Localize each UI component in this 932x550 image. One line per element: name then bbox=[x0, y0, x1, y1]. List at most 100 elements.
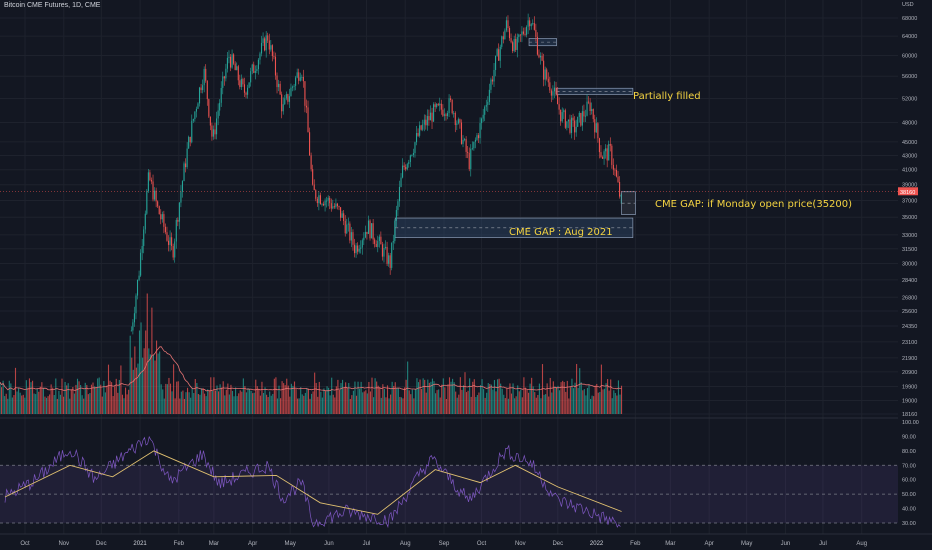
volume-bar bbox=[137, 363, 139, 414]
candle-body bbox=[423, 119, 425, 125]
volume-bar bbox=[523, 377, 525, 414]
candle-body bbox=[611, 145, 613, 165]
candle-body bbox=[381, 244, 383, 257]
volume-bar bbox=[363, 391, 365, 414]
candle-body bbox=[601, 157, 604, 159]
volume-bar bbox=[521, 397, 523, 414]
volume-bar bbox=[445, 398, 447, 414]
volume-bar bbox=[490, 384, 492, 414]
volume-bar bbox=[89, 393, 91, 414]
volume-bar bbox=[492, 389, 494, 414]
candle-body bbox=[577, 116, 579, 127]
candle-body bbox=[474, 139, 476, 142]
volume-bar bbox=[616, 395, 618, 414]
volume-bar bbox=[365, 390, 367, 414]
candle-body bbox=[405, 167, 407, 170]
volume-bar bbox=[123, 398, 125, 414]
volume-bar bbox=[315, 382, 317, 414]
candle-body bbox=[558, 104, 560, 110]
volume-bar bbox=[481, 379, 483, 414]
time-axis-tick: Mar bbox=[209, 541, 219, 547]
candle-body bbox=[513, 38, 515, 52]
candle-body bbox=[557, 94, 559, 105]
volume-bar bbox=[394, 382, 396, 414]
volume-bar bbox=[182, 390, 184, 414]
candle-body bbox=[502, 36, 504, 40]
volume-bar bbox=[408, 390, 410, 414]
candle-body bbox=[429, 112, 432, 121]
volume-bar bbox=[390, 394, 392, 414]
candle-body bbox=[524, 33, 526, 35]
volume-bar bbox=[196, 383, 198, 414]
candle-body bbox=[282, 104, 284, 112]
volume-bar bbox=[84, 382, 86, 414]
volume-bar bbox=[191, 387, 193, 414]
volume-bar bbox=[21, 395, 23, 414]
volume-bar bbox=[258, 389, 260, 414]
candle-body bbox=[347, 223, 349, 225]
candle-body bbox=[186, 148, 188, 168]
volume-bar bbox=[16, 391, 18, 414]
volume-bar bbox=[5, 393, 7, 414]
candle-body bbox=[352, 232, 354, 245]
volume-bar bbox=[171, 391, 173, 414]
volume-bar bbox=[500, 383, 502, 414]
candle-body bbox=[256, 69, 258, 71]
candle-body bbox=[172, 246, 174, 258]
volume-bar bbox=[470, 396, 472, 414]
candle-body bbox=[578, 112, 580, 117]
volume-bar bbox=[307, 388, 309, 414]
volume-bar bbox=[334, 397, 336, 414]
candle-body bbox=[234, 63, 236, 71]
rsi-axis-tick: 70.00 bbox=[902, 463, 916, 469]
candle-body bbox=[281, 94, 283, 112]
volume-bar bbox=[252, 393, 254, 414]
volume-bar bbox=[458, 394, 460, 414]
candle-body bbox=[378, 236, 380, 241]
volume-bar bbox=[169, 383, 172, 414]
candle-body bbox=[527, 20, 529, 27]
candle-body bbox=[335, 203, 337, 208]
time-axis-tick: May bbox=[741, 541, 752, 547]
volume-bar bbox=[75, 384, 77, 414]
volume-bar bbox=[140, 322, 142, 414]
candle-body bbox=[598, 138, 600, 153]
time-axis-tick: Aug bbox=[400, 541, 411, 547]
volume-bar bbox=[8, 380, 10, 414]
candle-body bbox=[488, 89, 490, 102]
volume-bar bbox=[185, 392, 187, 414]
volume-bar bbox=[76, 378, 79, 414]
volume-bar bbox=[13, 395, 15, 414]
volume-bar bbox=[514, 398, 516, 414]
candle-body bbox=[216, 118, 218, 135]
candle-body bbox=[245, 92, 247, 95]
candle-body bbox=[586, 101, 588, 116]
candle-body bbox=[343, 213, 345, 221]
candle-body bbox=[529, 20, 531, 27]
volume-bar bbox=[73, 393, 75, 414]
candle-body bbox=[143, 229, 145, 246]
candle-body bbox=[391, 242, 393, 268]
candle-body bbox=[617, 176, 619, 183]
volume-bar bbox=[351, 395, 353, 414]
volume-bar bbox=[402, 398, 404, 414]
candle-body bbox=[388, 255, 390, 264]
rsi-axis-tick: 50.00 bbox=[902, 492, 916, 498]
candle-body bbox=[567, 119, 569, 122]
volume-bar bbox=[149, 354, 151, 414]
volume-bar bbox=[419, 379, 421, 414]
volume-bar bbox=[230, 384, 232, 414]
volume-bar bbox=[512, 383, 514, 414]
volume-bar bbox=[1, 387, 3, 414]
candle-body bbox=[459, 119, 461, 123]
candle-body bbox=[510, 38, 512, 43]
candle-body bbox=[605, 148, 607, 152]
volume-bar bbox=[261, 381, 263, 414]
volume-bar bbox=[52, 387, 54, 414]
candle-body bbox=[609, 144, 611, 146]
time-axis-tick: Dec bbox=[96, 541, 107, 547]
volume-ma-line bbox=[0, 346, 622, 392]
candle-body bbox=[185, 163, 187, 168]
volume-bar bbox=[507, 398, 509, 414]
